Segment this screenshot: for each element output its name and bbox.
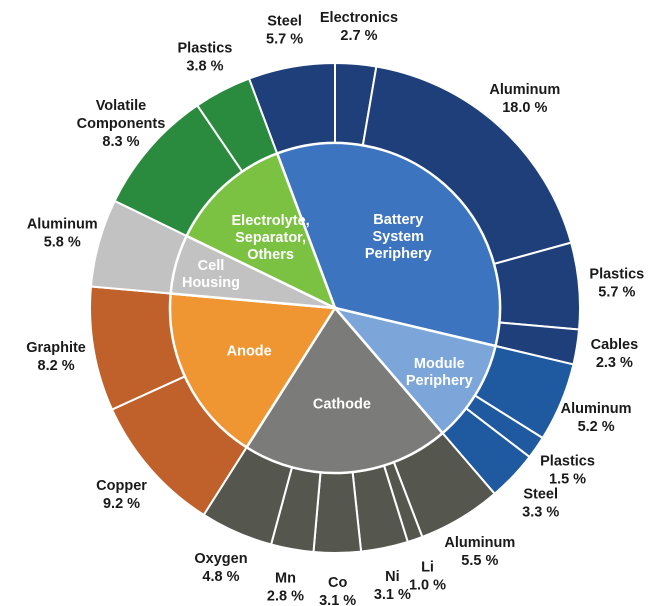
outer-label-aluminum-4: Aluminum 5.2 % (561, 401, 632, 435)
outer-label-aluminum-7: Aluminum 5.5 % (444, 535, 515, 569)
inner-label-electrolyte-separator-others: Electrolyte, Separator, Others (232, 213, 310, 263)
inner-slice-module-periphery (331, 305, 498, 435)
outer-label-aluminum-1: Aluminum 18.0 % (489, 82, 560, 116)
inner-slice-battery-system-periphery (275, 141, 502, 348)
outer-label-volatile-components-16: Volatile Components 8.3 % (77, 98, 166, 150)
outer-label-steel-6: Steel 3.3 % (522, 486, 559, 520)
outer-label-li-8: Li 1.0 % (409, 559, 446, 593)
inner-label-battery-system-periphery: Battery System Periphery (365, 212, 432, 262)
outer-label-steel-18: Steel 5.7 % (266, 14, 303, 48)
outer-label-oxygen-12: Oxygen 4.8 % (194, 551, 247, 585)
outer-label-plastics-17: Plastics 3.8 % (178, 41, 233, 75)
inner-label-cathode: Cathode (313, 396, 371, 412)
outer-label-graphite-14: Graphite 8.2 % (26, 340, 86, 374)
inner-label-cell-housing: Cell Housing (182, 258, 240, 291)
outer-label-co-10: Co 3.1 % (319, 575, 356, 606)
outer-label-mn-11: Mn 2.8 % (267, 571, 304, 605)
inner-slice-electrolyte-separator-others (184, 151, 338, 311)
outer-label-ni-9: Ni 3.1 % (374, 569, 411, 603)
outer-label-plastics-2: Plastics 5.7 % (589, 266, 644, 300)
outer-label-copper-13: Copper 9.2 % (96, 478, 147, 512)
inner-label-anode: Anode (227, 343, 272, 359)
inner-slice-anode (168, 292, 338, 450)
outer-label-plastics-5: Plastics 1.5 % (540, 453, 595, 487)
outer-label-aluminum-15: Aluminum 5.8 % (27, 216, 98, 250)
outer-label-cables-3: Cables 2.3 % (591, 337, 639, 371)
outer-slice-co-10 (312, 470, 363, 554)
inner-slice-cathode (244, 305, 445, 475)
inner-label-module-periphery: Module Periphery (406, 356, 473, 389)
outer-label-electronics-0: Electronics 2.7 % (320, 10, 398, 44)
